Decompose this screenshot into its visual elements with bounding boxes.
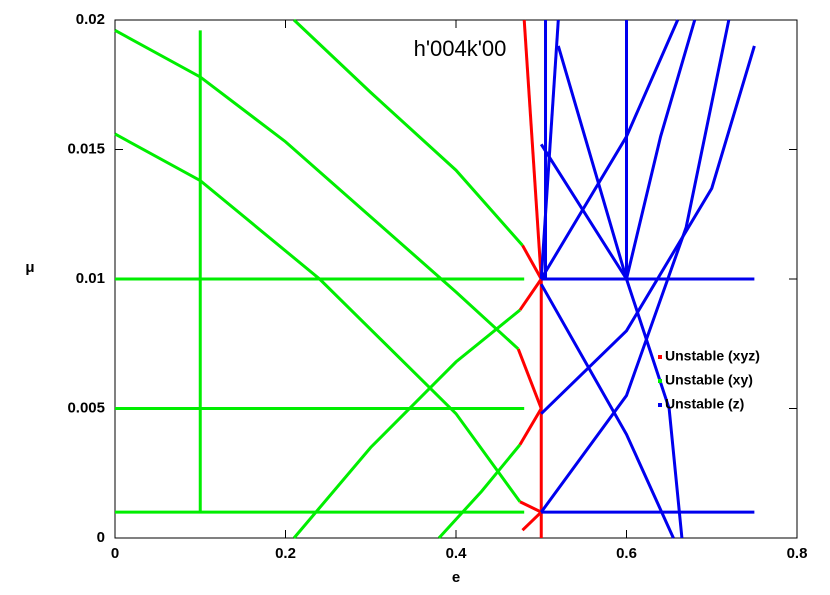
y-tick-label: 0.02 [76,11,105,28]
legend-swatch [658,355,662,359]
curve [539,19,680,280]
curve [114,29,520,351]
curve [522,19,543,280]
x-tick-label: 0.2 [275,545,296,562]
curve [539,19,560,280]
curve [519,500,542,514]
curve [437,443,522,540]
legend-label: Unstable (xyz) [665,348,760,364]
x-axis-label: e [452,569,460,586]
x-tick-label: 0 [111,545,119,562]
y-tick-label: 0.005 [67,399,105,416]
y-axis-label: μ [25,259,34,276]
x-tick-label: 0.8 [787,545,808,562]
y-tick-label: 0 [97,529,105,546]
curve [518,407,543,446]
y-tick-label: 0.015 [67,140,105,157]
curve [539,283,675,539]
chart-title: h'004k'00 [414,36,507,61]
curve [518,278,543,311]
curve [516,348,543,410]
curve [292,308,521,539]
curve [540,19,731,513]
curve [556,45,628,280]
legend-swatch [658,403,662,407]
x-tick-label: 0.6 [616,545,637,562]
curve [521,244,543,280]
legend-label: Unstable (xy) [665,372,753,388]
x-tick-label: 0.4 [446,545,468,562]
curve [540,45,756,415]
curve [292,18,524,247]
legend-swatch [658,379,662,383]
curve [521,511,543,532]
curve [625,19,697,280]
curve [539,143,684,539]
y-tick-label: 0.01 [76,270,105,287]
legend-label: Unstable (z) [665,396,744,412]
curve [114,132,522,503]
